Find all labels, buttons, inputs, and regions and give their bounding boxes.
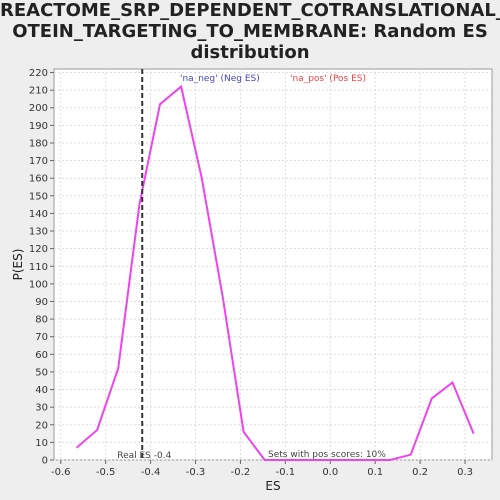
x-tick-label: -0.5 <box>96 467 116 478</box>
y-tick-label: 160 <box>29 174 48 185</box>
y-tick-label: 0 <box>42 456 48 467</box>
y-tick-label: 30 <box>35 403 48 414</box>
chart-title-line-3: distribution <box>190 42 310 63</box>
x-tick-label: -0.3 <box>186 467 206 478</box>
y-tick-label: 140 <box>29 209 48 220</box>
plot-area <box>53 68 493 461</box>
y-tick-label: 210 <box>29 86 48 97</box>
y-tick-label: 220 <box>29 68 48 79</box>
y-tick-label: 110 <box>29 262 48 273</box>
y-tick-label: 20 <box>35 420 48 431</box>
x-axis-label: ES <box>265 479 280 493</box>
pos-scores-note: Sets with pos scores: 10% <box>268 450 386 460</box>
y-tick-label: 120 <box>29 244 48 255</box>
x-axis: -0.6 -0.5 -0.4 -0.3 -0.2 -0.1 0.0 0.1 0.2 0.3 <box>51 460 473 478</box>
y-axis-label: P(ES) <box>11 249 25 281</box>
y-tick-label: 180 <box>29 138 48 149</box>
y-tick-label: 150 <box>29 191 48 202</box>
y-tick-label: 70 <box>35 332 48 343</box>
x-tick-label: 0.3 <box>457 467 473 478</box>
y-tick-label: 170 <box>29 156 48 167</box>
x-tick-label: 0.2 <box>412 467 428 478</box>
y-tick-label: 50 <box>35 367 48 378</box>
x-tick-label: 0.1 <box>367 467 383 478</box>
y-axis: 0 10 20 30 40 50 60 70 80 90 100 110 120 130 140 150 160… <box>29 68 54 467</box>
x-tick-label: -0.4 <box>141 467 161 478</box>
y-tick-label: 60 <box>35 350 48 361</box>
x-tick-label: -0.6 <box>51 467 71 478</box>
y-tick-label: 90 <box>35 297 48 308</box>
legend-neg: 'na_neg' (Neg ES) <box>180 74 260 84</box>
chart-title-line-2: OTEIN_TARGETING_TO_MEMBRANE: Random ES <box>12 21 488 42</box>
x-tick-label: -0.1 <box>276 467 296 478</box>
y-tick-label: 40 <box>35 385 48 396</box>
x-tick-label: 0.0 <box>322 467 338 478</box>
y-tick-label: 80 <box>35 315 48 326</box>
y-tick-label: 200 <box>29 103 48 114</box>
series-line <box>75 84 475 461</box>
real-es-label: Real ES -0.4 <box>117 451 171 461</box>
legend-pos: 'na_pos' (Pos ES) <box>290 74 366 84</box>
chart-title-line-1: REACTOME_SRP_DEPENDENT_COTRANSLATIONAL_P… <box>0 0 500 21</box>
y-tick-label: 100 <box>29 279 48 290</box>
y-tick-label: 130 <box>29 227 48 238</box>
y-tick-label: 10 <box>35 438 48 449</box>
y-tick-label: 190 <box>29 121 48 132</box>
x-tick-label: -0.2 <box>231 467 251 478</box>
chart-title: REACTOME_SRP_DEPENDENT_COTRANSLATIONAL_P… <box>0 0 500 63</box>
